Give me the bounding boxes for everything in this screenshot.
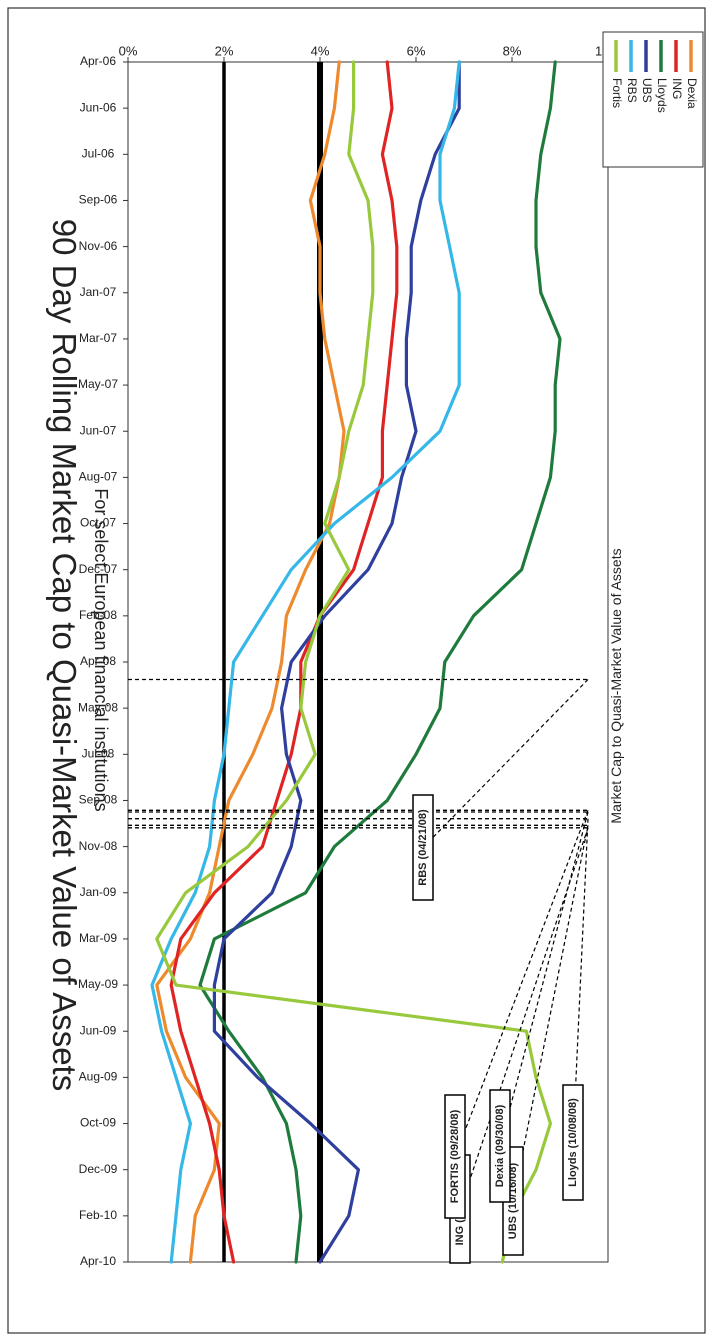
x-tick-label: Jun-09	[80, 1023, 117, 1037]
x-tick-label: Jan-09	[80, 885, 117, 899]
series-line-dexia	[155, 60, 346, 1264]
annotation-leader	[422, 679, 589, 848]
x-tick-label: Oct-07	[80, 516, 116, 530]
y-tick-label: 0%	[119, 43, 138, 58]
series-line-fortis	[155, 60, 552, 1264]
x-tick-label: Aug-07	[79, 470, 118, 484]
x-tick-label: Nov-08	[79, 839, 118, 853]
x-tick-label: Aug-09	[79, 1070, 118, 1084]
legend-label-rbs: RBS	[625, 78, 639, 103]
x-tick-label: Feb-10	[79, 1208, 117, 1222]
x-tick-label: Jul-06	[82, 146, 115, 160]
annotation-box	[412, 794, 434, 901]
x-tick-label: Apr-08	[80, 654, 116, 668]
legend-label-ubs: UBS	[640, 78, 654, 103]
y-tick-label: 2%	[215, 43, 234, 58]
y-tick-label: 8%	[503, 43, 522, 58]
series-line-rbs	[150, 60, 461, 1264]
x-tick-label: Oct-09	[80, 1116, 116, 1130]
chart-title: 90 Day Rolling Market Cap to Quasi-Marke…	[46, 219, 83, 1091]
x-tick-label: Sep-06	[79, 193, 118, 207]
legend-label-ing: ING	[670, 78, 684, 99]
y-axis-label: Market Cap to Quasi-Market Value of Asse…	[608, 548, 624, 823]
outer-border	[7, 7, 706, 1334]
annotation-label: Lloyds (10/08/08)	[567, 1098, 579, 1187]
annotation-leader	[499, 811, 589, 1147]
series-line-lloyds	[198, 60, 562, 1264]
annotation-box	[444, 1094, 466, 1219]
x-tick-label: May-08	[78, 700, 118, 714]
y-tick-label: 6%	[407, 43, 426, 58]
annotation-box	[489, 1089, 511, 1203]
annotation-label: FORTIS (09/28/08)	[449, 1109, 461, 1203]
x-tick-label: Apr-06	[80, 54, 116, 68]
annotations: UBS (10/16/08)ING (10/19/08)Lloyds (10/0…	[128, 678, 589, 1264]
legend-label-lloyds: Lloyds	[655, 78, 669, 113]
annotation-leader	[512, 825, 589, 1202]
x-tick-label: Jul-08	[82, 746, 115, 760]
series-line-ubs	[212, 60, 461, 1264]
annotation-box	[562, 1084, 584, 1201]
x-tick-label: May-07	[78, 377, 118, 391]
x-tick-label: Jan-07	[80, 285, 117, 299]
chart-subtitle: For select European financial institutio…	[91, 488, 111, 811]
x-tick-label: Apr-10	[80, 1254, 116, 1268]
y-tick-label: 4%	[311, 43, 330, 58]
annotation-leader	[454, 810, 589, 1157]
annotation-label: RBS (04/21/08)	[417, 809, 429, 886]
x-tick-label: May-09	[78, 977, 118, 991]
x-tick-label: Jun-06	[80, 100, 117, 114]
rotated-chart-group: 90 Day Rolling Market Cap to Quasi-Marke…	[46, 31, 704, 1268]
legend-label-fortis: Fortis	[610, 78, 624, 108]
annotation-leader	[572, 818, 589, 1143]
x-tick-label: Mar-07	[79, 331, 117, 345]
x-tick-label: Feb-08	[79, 608, 117, 622]
x-tick-label: Mar-09	[79, 931, 117, 945]
plot-area: 0%2%4%6%8%10%Apr-06Jun-06Jul-06Sep-06Nov…	[78, 43, 621, 1268]
annotation-label: Dexia (09/30/08)	[494, 1104, 506, 1187]
legend-box	[602, 31, 704, 168]
x-tick-label: Dec-09	[79, 1162, 118, 1176]
x-tick-label: Nov-06	[79, 239, 118, 253]
series-line-ing	[169, 60, 399, 1264]
legend-label-dexia: Dexia	[685, 78, 699, 109]
x-tick-label: Sep-08	[79, 793, 118, 807]
x-tick-label: Jun-07	[80, 423, 117, 437]
x-tick-label: Dec-07	[79, 562, 118, 576]
